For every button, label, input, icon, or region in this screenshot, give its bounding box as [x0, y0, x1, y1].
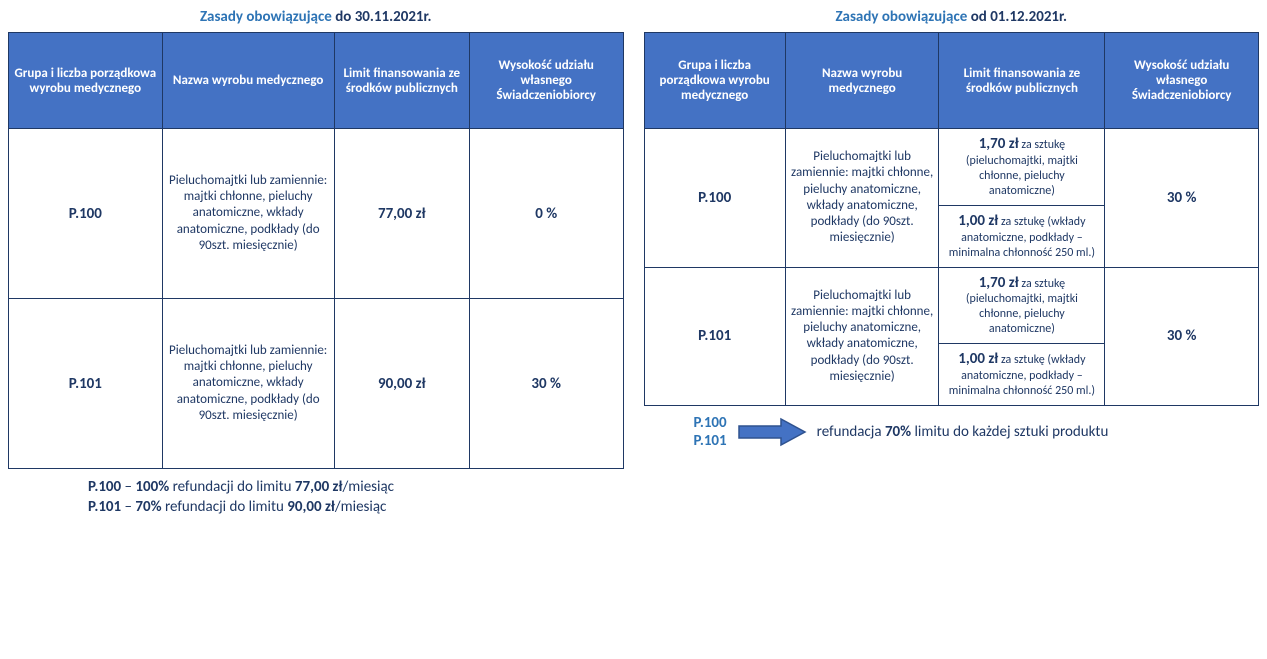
right-r1-product: Pieluchomajtki lub zamiennie: majtki chł…: [785, 267, 939, 406]
lf1-code: P.100: [88, 478, 121, 496]
left-r1-limit: 90,00 zł: [334, 299, 469, 469]
right-footer-text: refundacja 70% limitu do każdej sztuki p…: [817, 423, 1109, 441]
left-r1-product: Pieluchomajtki lub zamiennie: majtki chł…: [162, 299, 334, 469]
r1b-price: 1,00 zł: [958, 350, 998, 368]
lf2-code: P.101: [88, 498, 121, 516]
r1a-price: 1,70 zł: [979, 274, 1019, 292]
left-r1-share: 30 %: [469, 299, 623, 469]
right-r1-code: P.101: [644, 267, 785, 406]
right-title-suffix: od 01.12.2021r.: [967, 8, 1067, 26]
table-row: P.100 Pieluchomajtki lub zamiennie: majt…: [644, 129, 1259, 206]
right-r0-limit-a: 1,70 zł za sztukę (pieluchomajtki, majtk…: [939, 129, 1105, 206]
left-h4: Wysokość udziału własnego Świadczeniobio…: [469, 33, 623, 129]
right-table: Grupa i liczba porządkowa wyrobu medyczn…: [644, 32, 1260, 406]
left-h1: Grupa i liczba porządkowa wyrobu medyczn…: [9, 33, 163, 129]
left-h2: Nazwa wyrobu medycznego: [162, 33, 334, 129]
right-footer: P.100 P.101 refundacja 70% limitu do każ…: [644, 414, 1260, 450]
right-r0-product: Pieluchomajtki lub zamiennie: majtki chł…: [785, 129, 939, 268]
lf2-tail: /miesiąc: [335, 498, 387, 516]
table-header-row: Grupa i liczba porządkowa wyrobu medyczn…: [644, 33, 1259, 129]
rf-code-1: P.101: [694, 432, 727, 450]
right-footer-codes: P.100 P.101: [694, 414, 727, 450]
left-r0-code: P.100: [9, 129, 163, 299]
left-h3: Limit finansowania ze środków publicznyc…: [334, 33, 469, 129]
lf1-amt: 77,00 zł: [295, 478, 343, 496]
lf2-pct: 70%: [135, 498, 161, 516]
table-header-row: Grupa i liczba porządkowa wyrobu medyczn…: [9, 33, 624, 129]
left-panel: Zasady obowiązujące do 30.11.2021r. Grup…: [8, 8, 624, 518]
rf-code-0: P.100: [694, 414, 727, 432]
left-title-suffix: do 30.11.2021r.: [332, 8, 432, 26]
left-footer-line2: P.101 – 70% refundacji do limitu 90,00 z…: [88, 497, 624, 517]
table-row: P.101 Pieluchomajtki lub zamiennie: majt…: [9, 299, 624, 469]
r0a-price: 1,70 zł: [979, 135, 1019, 153]
right-title: Zasady obowiązujące od 01.12.2021r.: [644, 8, 1260, 26]
lf1-tail: /miesiąc: [342, 478, 394, 496]
left-r1-code: P.101: [9, 299, 163, 469]
left-r0-limit: 77,00 zł: [334, 129, 469, 299]
right-r0-limit-b: 1,00 zł za sztukę (wkłady anatomiczne, p…: [939, 205, 1105, 267]
rf-post: limitu do każdej sztuki produktu: [911, 423, 1108, 441]
right-h2: Nazwa wyrobu medycznego: [785, 33, 939, 129]
right-h3: Limit finansowania ze środków publicznyc…: [939, 33, 1105, 129]
left-table: Grupa i liczba porządkowa wyrobu medyczn…: [8, 32, 624, 469]
right-h4: Wysokość udziału własnego Świadczeniobio…: [1105, 33, 1259, 129]
right-r1-limit-a: 1,70 zł za sztukę (pieluchomajtki, majtk…: [939, 267, 1105, 344]
left-title: Zasady obowiązujące do 30.11.2021r.: [8, 8, 624, 26]
right-title-prefix: Zasady obowiązujące: [835, 8, 967, 26]
r0b-price: 1,00 zł: [958, 212, 998, 230]
lf2-amt: 90,00 zł: [287, 498, 335, 516]
comparison-container: Zasady obowiązujące do 30.11.2021r. Grup…: [8, 8, 1259, 518]
right-r1-share: 30 %: [1105, 267, 1259, 406]
right-panel: Zasady obowiązujące od 01.12.2021r. Grup…: [644, 8, 1260, 518]
table-row: P.100 Pieluchomajtki lub zamiennie: majt…: [9, 129, 624, 299]
right-r0-code: P.100: [644, 129, 785, 268]
lf1-mid: refundacji do limitu: [169, 478, 295, 496]
rf-pre: refundacja: [817, 423, 885, 441]
lf1-pct: 100%: [135, 478, 169, 496]
left-r0-share: 0 %: [469, 129, 623, 299]
left-footer-line1: P.100 – 100% refundacji do limitu 77,00 …: [88, 477, 624, 497]
lf2-dash: –: [121, 498, 135, 516]
arrow-right-icon: [737, 416, 807, 448]
right-r0-share: 30 %: [1105, 129, 1259, 268]
left-footer: P.100 – 100% refundacji do limitu 77,00 …: [8, 477, 624, 518]
left-r0-product: Pieluchomajtki lub zamiennie: majtki chł…: [162, 129, 334, 299]
lf2-mid: refundacji do limitu: [162, 498, 288, 516]
table-row: P.101 Pieluchomajtki lub zamiennie: majt…: [644, 267, 1259, 344]
right-h1: Grupa i liczba porządkowa wyrobu medyczn…: [644, 33, 785, 129]
right-r1-limit-b: 1,00 zł za sztukę (wkłady anatomiczne, p…: [939, 344, 1105, 406]
lf1-dash: –: [121, 478, 135, 496]
left-title-prefix: Zasady obowiązujące: [200, 8, 332, 26]
rf-pct: 70%: [885, 423, 911, 441]
